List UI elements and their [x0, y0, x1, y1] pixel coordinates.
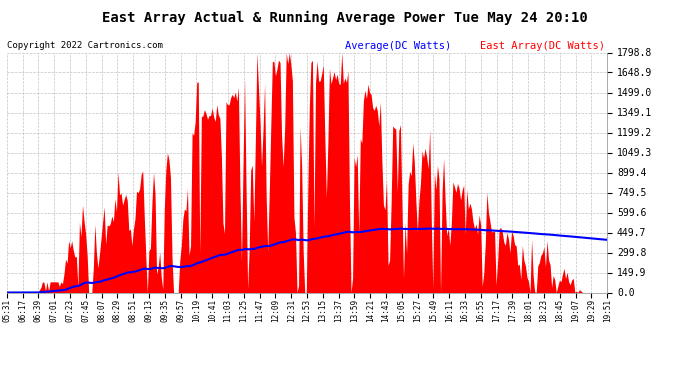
Text: East Array Actual & Running Average Power Tue May 24 20:10: East Array Actual & Running Average Powe…: [102, 11, 588, 26]
Text: East Array(DC Watts): East Array(DC Watts): [480, 41, 604, 51]
Text: Copyright 2022 Cartronics.com: Copyright 2022 Cartronics.com: [7, 41, 163, 50]
Text: Average(DC Watts): Average(DC Watts): [345, 41, 451, 51]
